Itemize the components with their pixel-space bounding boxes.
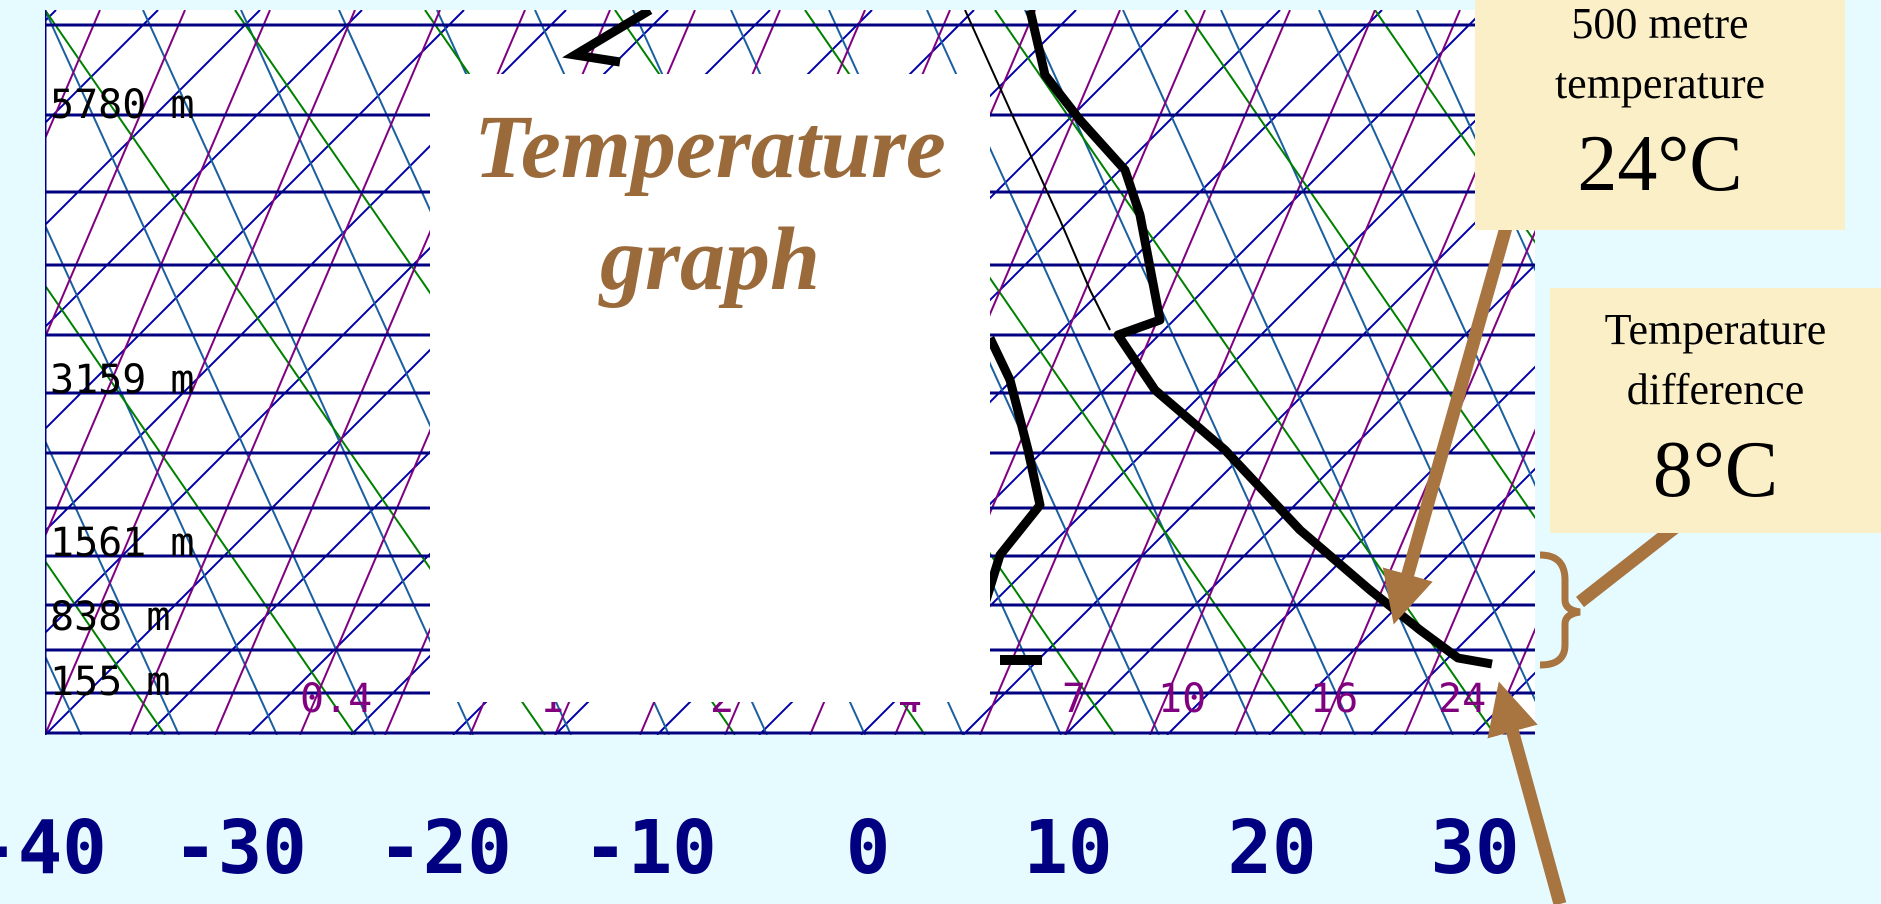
mixing-ratio-line [1404,428,1535,735]
dry-adiabat-line [1220,10,1535,703]
mixing-ratio-line [45,10,271,539]
mixing-ratio-line [0,10,15,735]
mixing-ratio-label: 16 [1310,676,1358,722]
temperature-difference-brace [1539,551,1581,669]
dry-adiabat-line [1318,10,1535,487]
moist-adiabat-line [45,559,166,735]
isotherm-line [45,10,261,227]
callout-500m-line1: 500 metre [1571,0,1749,48]
mixing-ratio-line [45,10,101,142]
callout-diff-line1: Temperature [1604,305,1827,354]
height-label: 155 m [50,659,170,705]
callout-500m-temperature: 500 metre temperature 24°C [1475,0,1845,230]
moist-adiabat-line [45,283,356,735]
dry-adiabat-line [45,222,278,735]
arrow-500m-temperature [1382,176,1527,625]
title-panel [430,74,990,702]
sounding-thin-line [964,10,1111,331]
dry-adiabat-line [1024,10,1356,735]
title-line-2: graph [599,210,821,309]
isotherm-line [962,161,1535,735]
mixing-ratio-line [129,10,441,735]
height-label: 3159 m [50,357,195,403]
x-axis-tick-label: -10 [583,805,717,891]
isotherm-line [1370,569,1535,735]
height-label: 1561 m [50,520,195,566]
callout-500m-value: 24°C [1577,120,1743,208]
x-axis-tick-label: 20 [1227,805,1316,891]
height-label: 5780 m [50,82,195,128]
diagram-title: Temperature graph [430,92,990,316]
dewpoint-sounding [975,336,1045,622]
callout-500m-line2: temperature [1554,59,1766,108]
dry-adiabat-line [142,10,474,735]
dry-adiabat-line [45,10,376,735]
title-line-1: Temperature [474,98,946,197]
callout-temperature-difference: Temperature difference 8°C [1550,288,1881,533]
height-label: 838 m [50,594,170,640]
dry-adiabat-line [1416,10,1535,272]
mixing-ratio-line [45,10,186,340]
callout-diff-value: 8°C [1652,426,1779,514]
mixing-ratio-label: 24 [1438,676,1486,722]
dry-adiabat-line [45,438,180,735]
x-axis-tick-label: -40 [0,805,107,891]
isotherm-line [45,10,465,431]
mixing-ratio-line [979,10,1291,735]
x-axis-tick-label: 10 [1023,805,1112,891]
moist-adiabat-line [1184,10,1535,520]
mixing-ratio-label: 0.4 [300,676,372,722]
x-axis-tick-label: -30 [173,805,307,891]
x-axis-tick-label: -20 [378,805,512,891]
mixing-ratio-line [1319,229,1535,735]
arrow-surface-temperature [1487,681,1567,904]
isotherm-line [45,10,363,329]
moist-adiabat-line [1374,10,1535,244]
mixing-ratio-line [1149,10,1461,735]
mixing-ratio-label: 7 [1062,676,1086,722]
x-axis-tick-label: 0 [846,805,891,891]
isotherm-line [1064,263,1535,735]
mixing-ratio-line [45,10,356,735]
mixing-ratio-label: 10 [1158,676,1206,722]
callout-diff-line2: difference [1626,365,1805,414]
isotherm-line [1166,365,1535,735]
wind-barb [562,10,653,67]
mixing-ratio-line [1064,10,1376,735]
x-axis-tick-label: 30 [1430,805,1519,891]
